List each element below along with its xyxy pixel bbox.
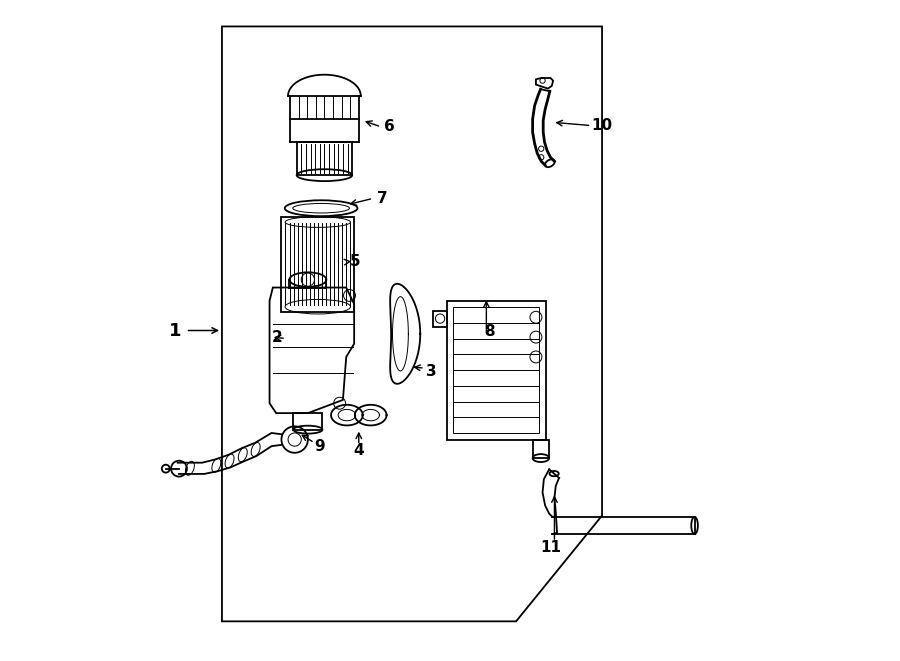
Text: 5: 5 xyxy=(350,254,361,269)
Text: 11: 11 xyxy=(540,540,561,555)
Text: 3: 3 xyxy=(427,364,436,379)
Text: 6: 6 xyxy=(383,120,394,134)
Text: 1: 1 xyxy=(169,321,182,340)
Text: 2: 2 xyxy=(272,330,283,344)
Text: 9: 9 xyxy=(314,439,324,453)
Text: 7: 7 xyxy=(377,191,388,206)
Text: 8: 8 xyxy=(484,325,495,339)
Text: 4: 4 xyxy=(354,444,364,458)
Text: 10: 10 xyxy=(591,118,613,133)
